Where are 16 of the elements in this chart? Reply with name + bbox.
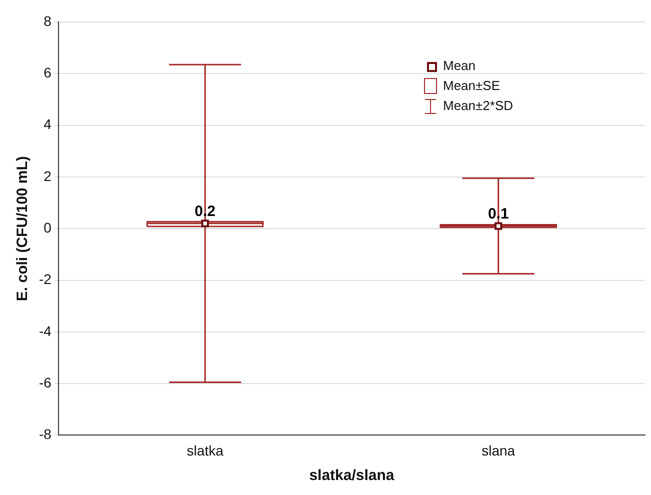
y-tick-label: 2 [44,168,52,184]
y-tick-label: 6 [44,64,52,81]
y-tick-label: 0 [44,219,52,236]
annotation: Mean [443,57,476,75]
y-tick-label: -2 [38,271,52,288]
y-tick-label: -4 [38,322,52,339]
y-tick-label: 4 [44,116,52,132]
y-tick-label: -6 [38,374,52,390]
y-axis-title: E. coli (CFU/100 mL) [14,156,32,302]
x-tick-label: slatka [186,442,224,458]
x-axis-title: slatka/slana [309,467,395,484]
annotation: Mean±2*SD [443,97,514,115]
y-tick-label: -8 [38,426,52,442]
y-tick-label: 8 [44,12,52,29]
annotation: Mean±SE [443,77,500,95]
x-tick-label: slana [482,442,516,458]
